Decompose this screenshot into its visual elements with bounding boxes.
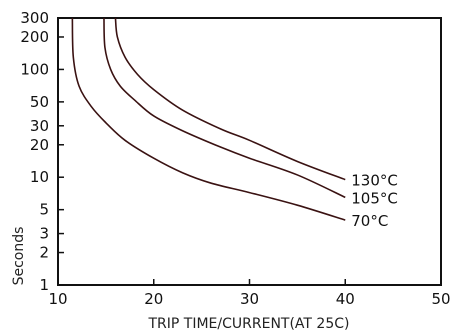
y-tick-label: 20 [30, 136, 49, 154]
y-axis-label: Seconds [11, 227, 27, 286]
y-tick-label: 50 [30, 93, 49, 111]
y-tick-label: 1 [39, 276, 49, 294]
y-tick-label: 30 [30, 117, 49, 135]
x-tick-label: 20 [144, 290, 163, 308]
y-tick-label: 200 [20, 28, 49, 46]
curve-label: 130°C [351, 172, 398, 190]
curve-label: 70°C [351, 212, 388, 230]
plot-frame [57, 17, 442, 286]
curve-label: 105°C [351, 189, 398, 207]
curve-0 [71, 17, 346, 221]
x-tick-label: 40 [336, 290, 355, 308]
y-tick-label: 10 [30, 168, 49, 186]
curves [71, 17, 346, 221]
y-tick-label: 300 [20, 9, 49, 27]
x-axis-label: TRIP TIME/CURRENT(AT 25C) [148, 316, 350, 332]
x-tick-label: 30 [240, 290, 259, 308]
y-tick-label: 5 [39, 201, 49, 219]
x-axis-ticks: 10 20 30 40 50 [48, 279, 451, 308]
y-tick-label: 2 [39, 244, 49, 262]
y-tick-label: 3 [39, 225, 49, 243]
y-tick-label: 100 [20, 60, 49, 78]
curve-2 [114, 17, 346, 181]
curve-1 [103, 17, 346, 199]
x-tick-label: 10 [48, 290, 67, 308]
x-tick-label: 50 [431, 290, 450, 308]
